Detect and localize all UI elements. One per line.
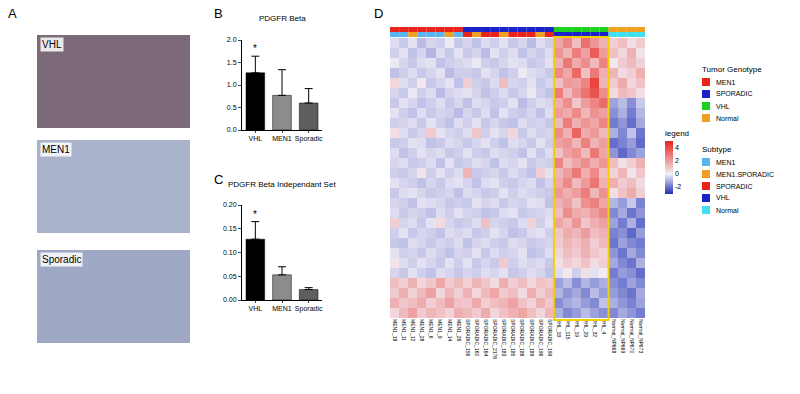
svg-text:legend: legend: [665, 129, 689, 138]
svg-text:PDGFR Beta Independant Set: PDGFR Beta Independant Set: [228, 180, 336, 189]
svg-text:VHL: VHL: [249, 305, 263, 312]
svg-text:SPORADIC: SPORADIC: [716, 90, 753, 97]
svg-text:-2: -2: [675, 183, 681, 190]
svg-text:Subtype: Subtype: [702, 145, 732, 154]
svg-text:1.5: 1.5: [227, 59, 237, 66]
svg-text:Normal_NP668: Normal_NP668: [611, 319, 617, 353]
svg-text:PDGFR Beta: PDGFR Beta: [259, 14, 306, 23]
svg-text:A: A: [8, 6, 17, 21]
svg-text:Sporadic: Sporadic: [42, 254, 81, 265]
svg-text:MEN1_6: MEN1_6: [428, 319, 434, 339]
svg-text:1.0: 1.0: [227, 81, 237, 88]
svg-text:2.0: 2.0: [227, 36, 237, 43]
svg-text:VHL: VHL: [249, 135, 263, 142]
svg-text:2: 2: [675, 157, 679, 164]
svg-text:MEN1: MEN1: [42, 144, 70, 155]
svg-text:SPORADIC_199: SPORADIC_199: [547, 319, 553, 356]
svg-text:MEN1_9: MEN1_9: [437, 319, 443, 339]
svg-text:4: 4: [675, 144, 679, 151]
svg-text:SPORADIC_164: SPORADIC_164: [483, 319, 489, 356]
svg-text:SPORADIC_2176: SPORADIC_2176: [492, 319, 498, 359]
svg-text:Normal_NP673: Normal_NP673: [638, 319, 644, 353]
svg-text:Normal: Normal: [716, 207, 739, 214]
svg-text:Normal: Normal: [716, 115, 739, 122]
svg-text:C: C: [214, 172, 223, 187]
svg-text:SPORADIC_196: SPORADIC_196: [538, 319, 544, 356]
svg-text:VHL: VHL: [716, 194, 730, 201]
svg-text:VHL: VHL: [42, 39, 62, 50]
svg-text:MEN1: MEN1: [272, 135, 292, 142]
svg-text:0.05: 0.05: [223, 273, 237, 280]
svg-text:*: *: [253, 43, 257, 54]
svg-text:SPORADIC_156: SPORADIC_156: [465, 319, 471, 356]
svg-text:VHL_4: VHL_4: [601, 319, 607, 335]
svg-text:MEN1_26: MEN1_26: [456, 319, 462, 341]
svg-text:VHL_18: VHL_18: [556, 319, 562, 337]
svg-text:MEN1_18: MEN1_18: [392, 319, 398, 341]
svg-text:0.10: 0.10: [223, 249, 237, 256]
svg-text:SPORADIC: SPORADIC: [716, 183, 753, 190]
svg-text:MEN1_11: MEN1_11: [401, 319, 407, 341]
svg-text:MEN1_28: MEN1_28: [419, 319, 425, 341]
svg-text:MEN1: MEN1: [716, 79, 736, 86]
svg-text:SPORADIC_188: SPORADIC_188: [519, 319, 525, 356]
svg-text:MEN1_14: MEN1_14: [447, 319, 453, 341]
svg-text:VHL_29: VHL_29: [583, 319, 589, 337]
svg-text:0.00: 0.00: [223, 296, 237, 303]
svg-text:Tumor Genotype: Tumor Genotype: [702, 65, 762, 74]
svg-text:MEN1: MEN1: [272, 305, 292, 312]
svg-text:B: B: [214, 6, 223, 21]
svg-text:*: *: [253, 209, 257, 220]
svg-text:0.15: 0.15: [223, 225, 237, 232]
svg-text:VHL_115: VHL_115: [565, 319, 571, 340]
svg-text:0.20: 0.20: [223, 201, 237, 208]
svg-text:VHL_32: VHL_32: [592, 319, 598, 337]
svg-text:VHL: VHL: [716, 103, 730, 110]
svg-text:SPORADIC_189: SPORADIC_189: [529, 319, 535, 356]
svg-text:Sporadic: Sporadic: [295, 135, 323, 143]
svg-text:SPORADIC_185: SPORADIC_185: [510, 319, 516, 356]
svg-text:Normal_NP670: Normal_NP670: [629, 319, 635, 353]
svg-text:D: D: [374, 6, 383, 21]
svg-text:0.5: 0.5: [227, 104, 237, 111]
svg-text:0: 0: [675, 170, 679, 177]
svg-text:MEN1.SPORADIC: MEN1.SPORADIC: [716, 171, 774, 178]
svg-text:MEN1_12: MEN1_12: [410, 319, 416, 341]
svg-text:VHL_19: VHL_19: [574, 319, 580, 337]
svg-text:MEN1: MEN1: [716, 159, 736, 166]
svg-text:SPORADIC_160: SPORADIC_160: [474, 319, 480, 356]
svg-text:Normal_NP669: Normal_NP669: [620, 319, 626, 353]
svg-text:Sporadic: Sporadic: [295, 305, 323, 313]
svg-text:0.0: 0.0: [227, 126, 237, 133]
svg-text:SPORADIC_183: SPORADIC_183: [501, 319, 507, 356]
